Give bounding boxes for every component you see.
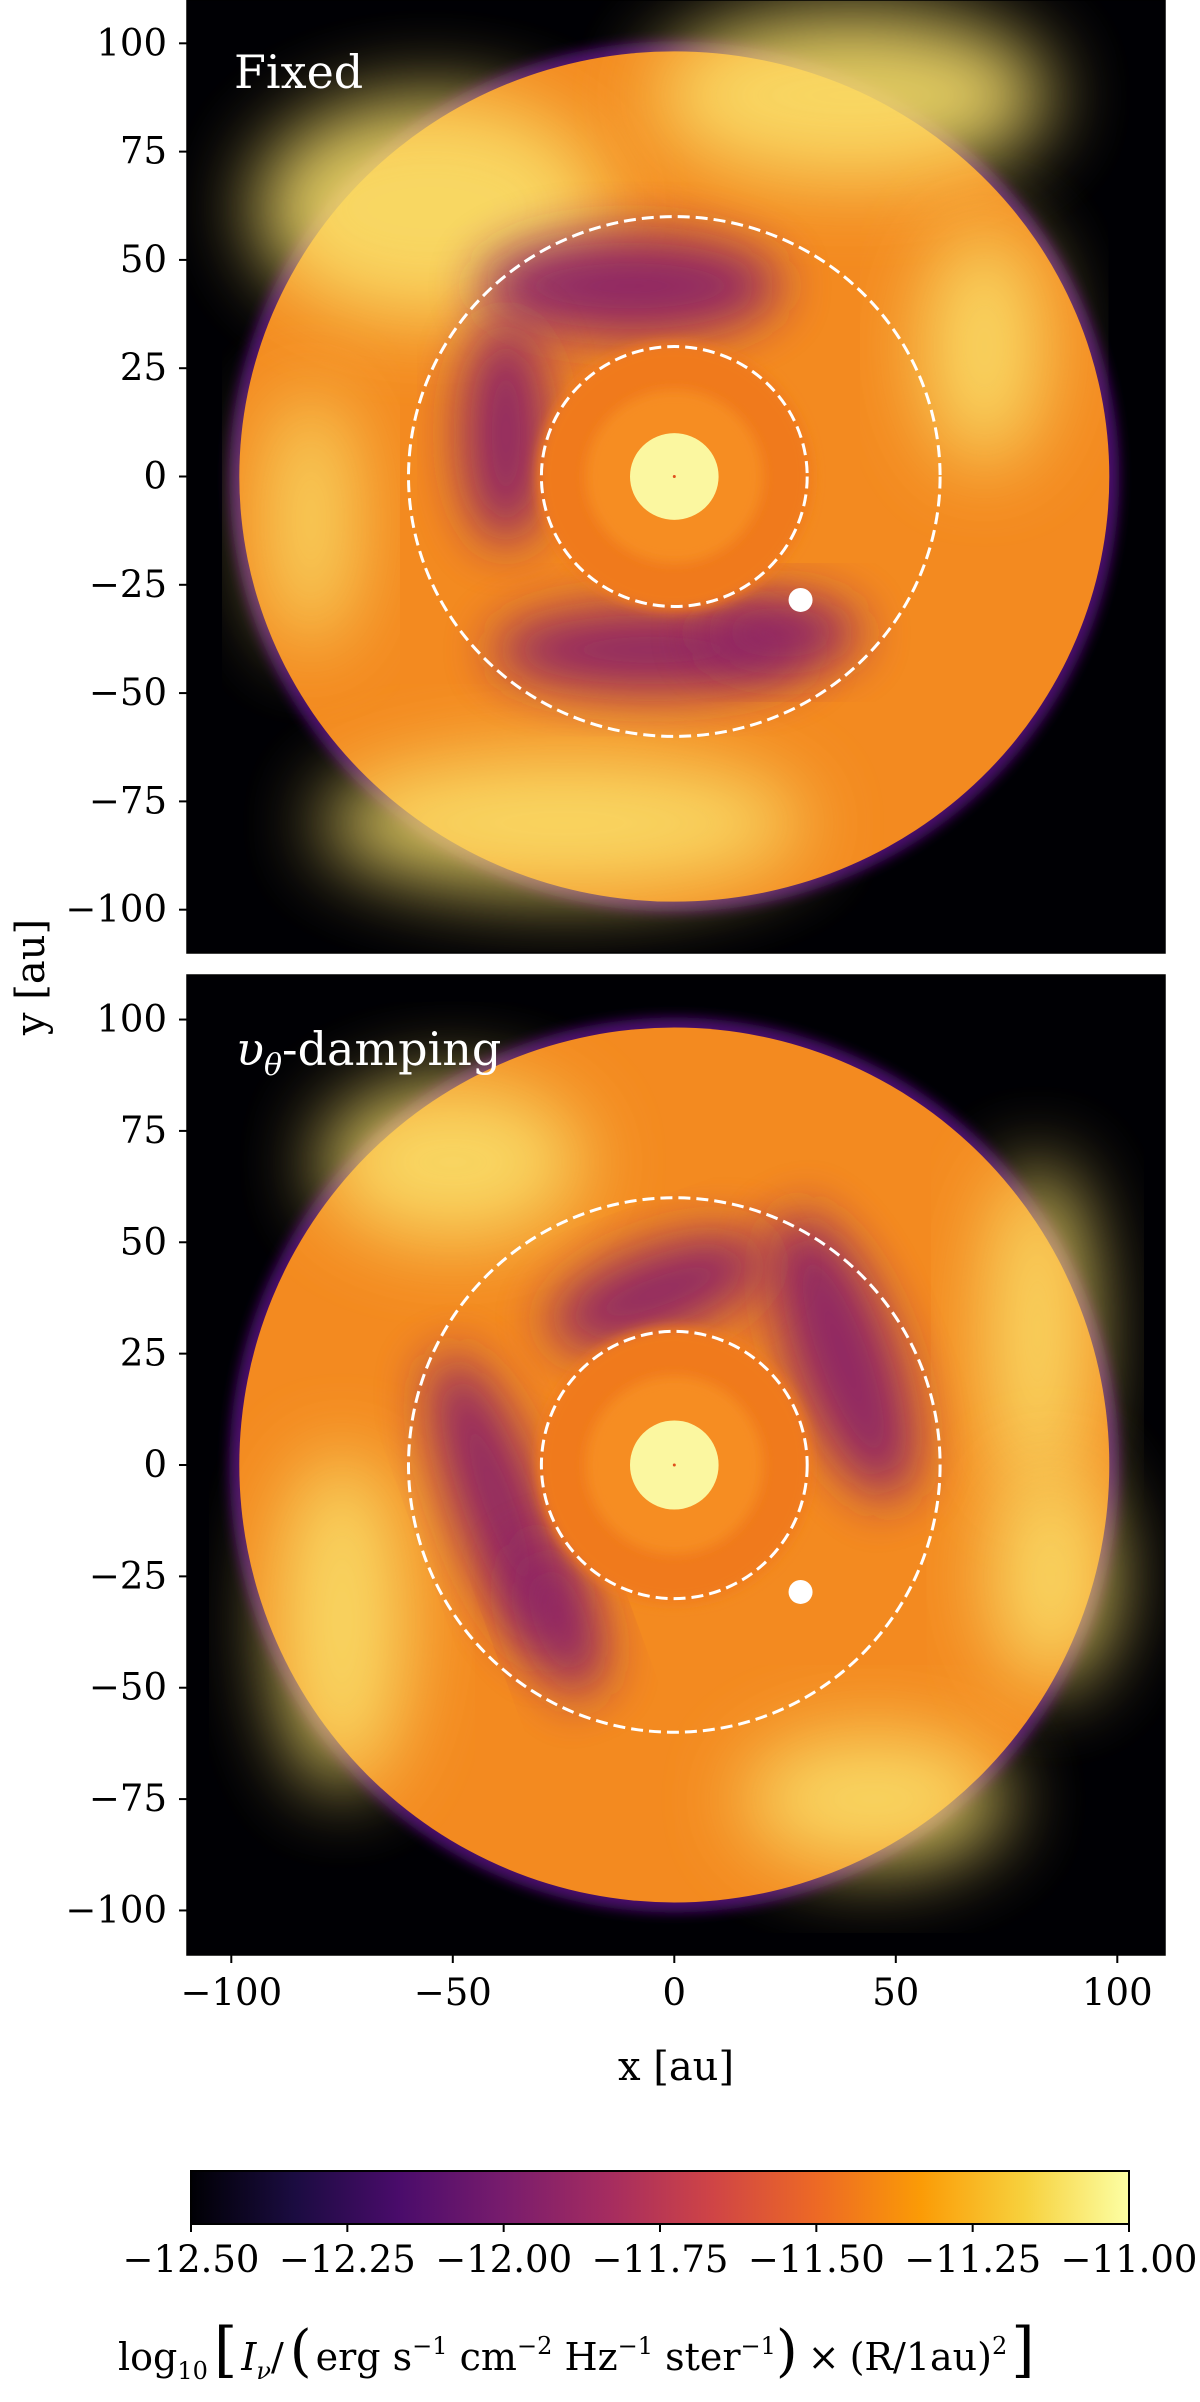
spiral-gap xyxy=(461,233,861,694)
colorbar-tick-label: −11.00 xyxy=(1061,2238,1198,2281)
panel-fixed: 100 75 50 25 0 −25 −50 −75 −100 xyxy=(65,0,1166,954)
y-tick-label: −75 xyxy=(89,1777,167,1820)
bright-region xyxy=(984,1162,1091,1501)
planet-marker xyxy=(788,1579,813,1604)
y-tick-label: 25 xyxy=(120,346,167,389)
colorbar-tick-label: −11.25 xyxy=(904,2238,1041,2281)
star-marker xyxy=(672,475,676,478)
y-tick-label: −25 xyxy=(89,1554,167,1597)
colorbar-tick-label: −11.50 xyxy=(748,2238,885,2281)
y-tick-label: 100 xyxy=(96,998,167,1041)
x-tick-label: 100 xyxy=(1082,1971,1153,2014)
colorbar: −12.50 −12.25 −12.00 −11.75 −11.50 −11.25 −11.… xyxy=(123,2170,1198,2281)
y-tick-label: −50 xyxy=(89,1666,167,1709)
x-tick-label: −100 xyxy=(180,1971,282,2014)
colorbar-label: log10[Iν/(erg s−1 cm−2 Hz−1 ster−1) × (R/1… xyxy=(118,2315,1035,2385)
gap-segment xyxy=(700,597,861,668)
planet-marker xyxy=(788,587,813,612)
bright-region xyxy=(652,8,1051,182)
colorbar-tick-label: −12.25 xyxy=(279,2238,416,2281)
gap-segment xyxy=(548,1234,769,1350)
dashed-circle-0 xyxy=(539,345,809,608)
colorbar-tick-label: −11.75 xyxy=(592,2238,729,2281)
x-tick-label: −50 xyxy=(414,1971,492,2014)
y-tick-label: −25 xyxy=(89,563,167,606)
y-tick-label: 25 xyxy=(120,1332,167,1375)
dashed-circle-1 xyxy=(407,215,942,738)
gap-segment xyxy=(771,1213,916,1500)
colorbar-tick-label: −12.00 xyxy=(435,2238,572,2281)
x-tick-label: 50 xyxy=(872,1971,919,2014)
bright-region xyxy=(319,753,808,893)
star-marker xyxy=(672,1463,676,1467)
panel-title-symbol: υ xyxy=(236,1022,264,1076)
y-tick-label: −50 xyxy=(89,671,167,714)
dashed-circle-0 xyxy=(539,1329,809,1601)
x-axis-label: x [au] xyxy=(618,2044,734,2090)
gap-segment xyxy=(461,320,551,546)
colorbar-ticks: −12.50 −12.25 −12.00 −11.75 −11.50 −11.25 −11.… xyxy=(123,2224,1198,2281)
panel-title-fixed: Fixed xyxy=(234,45,363,99)
y-axis-label: y [au] xyxy=(8,919,54,1036)
dashed-circle-1 xyxy=(407,1196,942,1734)
y-tick-label: 0 xyxy=(143,455,167,498)
y-tick-label: 0 xyxy=(143,1443,167,1486)
disk-image xyxy=(229,8,1120,912)
colorbar-gradient-bar xyxy=(190,2170,1130,2225)
panel-title-subscript: θ xyxy=(264,1048,282,1083)
gap-segment xyxy=(516,1543,604,1696)
spiral-gap xyxy=(430,1213,916,1696)
bright-region xyxy=(319,1081,586,1243)
panel-title-rest: -damping xyxy=(282,1022,501,1076)
x-tick-label: 0 xyxy=(663,1971,687,2014)
bright-region xyxy=(740,1732,1007,1866)
y-tick-label: 75 xyxy=(120,1109,167,1152)
y-tick-label: 75 xyxy=(120,130,167,173)
bright-region xyxy=(266,389,356,650)
y-tick-label: 50 xyxy=(120,238,167,281)
y-tick-label: −75 xyxy=(89,779,167,822)
bright-region xyxy=(275,1451,409,1791)
y-tick-label: 50 xyxy=(120,1220,167,1263)
y-tick-label: 100 xyxy=(96,21,167,64)
bright-region xyxy=(922,225,1047,468)
bright-region xyxy=(988,1465,1113,1688)
colorbar-tick-label: −12.50 xyxy=(123,2238,260,2281)
panel-vtheta-damping: 100 75 50 25 0 −25 −50 −75 −100 −100 −50 0 50 100 xyxy=(65,974,1166,2014)
disk-image xyxy=(229,1017,1120,1913)
y-tick-label: −100 xyxy=(65,1888,167,1931)
y-tick-label: −100 xyxy=(65,888,167,931)
gap-segment xyxy=(479,233,781,338)
panel-title-vtheta-damping: υθ-damping xyxy=(236,1022,501,1083)
